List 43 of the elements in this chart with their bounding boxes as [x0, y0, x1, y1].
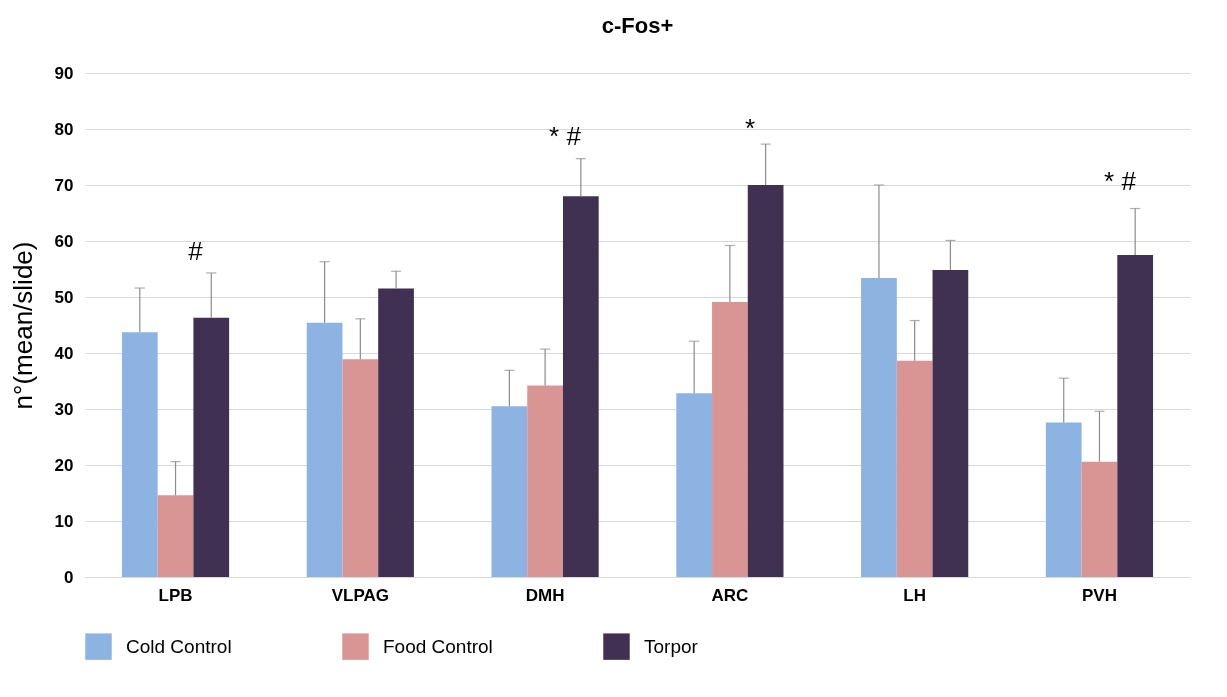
- bar: [491, 406, 528, 577]
- annotation: #: [188, 236, 204, 266]
- chart-title: c-Fos+: [601, 13, 674, 38]
- bar: [527, 385, 563, 577]
- bar: [747, 185, 784, 577]
- y-tick-label: 20: [54, 455, 74, 475]
- y-tick-label: 60: [54, 231, 74, 251]
- x-tick-label: LH: [903, 585, 927, 605]
- annotation: * #: [1104, 166, 1137, 196]
- legend-label: Torpor: [644, 635, 699, 657]
- bar: [562, 196, 599, 577]
- bar: [157, 495, 194, 577]
- annotation: * #: [549, 121, 582, 151]
- annotation: *: [744, 113, 756, 143]
- bar: [861, 277, 897, 577]
- y-tick-label: 30: [54, 399, 74, 419]
- x-tick-label: VLPAG: [331, 585, 389, 605]
- bar: [306, 322, 343, 577]
- bar: [121, 332, 158, 577]
- x-tick-label: ARC: [711, 585, 749, 605]
- bar: [378, 288, 414, 577]
- y-tick-label: 0: [64, 567, 74, 587]
- y-tick-label: 90: [54, 63, 74, 83]
- y-axis-title: n°(mean/slide): [7, 241, 38, 410]
- bar: [342, 359, 379, 577]
- y-tick-label: 70: [54, 175, 74, 195]
- bar: [896, 360, 933, 577]
- legend-label: Food Control: [383, 635, 493, 657]
- legend-label: Cold Control: [126, 635, 232, 657]
- y-tick-label: 10: [54, 511, 74, 531]
- y-tick-label: 40: [54, 343, 74, 363]
- bar: [1117, 255, 1154, 577]
- x-tick-label: LPB: [158, 585, 193, 605]
- bar: [676, 393, 713, 577]
- bar: [1045, 422, 1082, 577]
- bar: [712, 302, 748, 577]
- y-tick-label: 80: [54, 119, 74, 139]
- y-tick-label: 50: [54, 287, 74, 307]
- bar: [1081, 461, 1118, 577]
- x-tick-label: PVH: [1081, 585, 1117, 605]
- x-tick-label: DMH: [525, 585, 565, 605]
- bar: [932, 270, 969, 577]
- bar: [193, 317, 230, 577]
